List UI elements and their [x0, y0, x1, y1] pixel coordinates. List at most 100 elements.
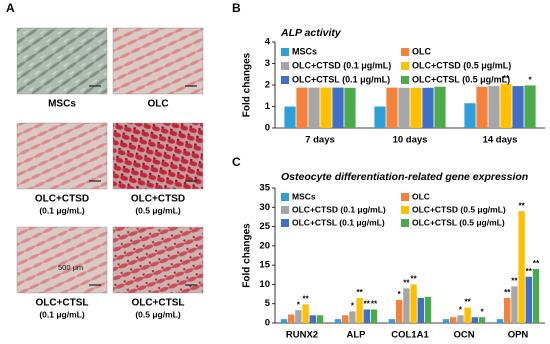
x-tick-label: 10 days — [393, 135, 428, 146]
legend-swatch — [401, 206, 409, 214]
bar — [296, 87, 308, 128]
scale-bar-label: 500 μm — [58, 263, 83, 272]
legend-label: OLC+CTSD (0.1 μg/mL) — [292, 204, 386, 214]
chart-title: Osteocyte differentiation-related gene e… — [281, 171, 528, 183]
bar — [320, 87, 332, 128]
bar — [488, 86, 500, 128]
legend-swatch — [281, 62, 289, 70]
bar — [424, 296, 432, 323]
significance-mark: * — [351, 302, 355, 311]
y-axis-label: Fold changes — [242, 52, 253, 117]
bar — [309, 315, 316, 323]
bar — [525, 276, 532, 323]
significance-mark: ** — [518, 201, 525, 210]
bar — [457, 315, 464, 323]
significance-mark: ** — [464, 298, 471, 307]
bar — [511, 286, 518, 323]
x-tick-label: OCN — [453, 330, 474, 341]
bar — [500, 83, 512, 128]
significance-mark: * — [528, 76, 532, 85]
image-label: OLC+CTSD — [35, 194, 89, 205]
significance-mark: ** — [526, 267, 533, 276]
panel-label: A — [6, 1, 15, 15]
significance-mark: * — [398, 290, 402, 299]
legend-swatch — [401, 193, 409, 201]
significance-mark: * — [459, 305, 463, 314]
x-tick-label: 7 days — [305, 135, 335, 146]
bar — [403, 288, 410, 323]
significance-mark: * — [297, 300, 301, 309]
y-tick-label: 15 — [259, 260, 270, 271]
bar — [512, 86, 524, 128]
significance-mark: ** — [356, 288, 363, 297]
bar — [308, 87, 320, 128]
bar — [332, 87, 344, 128]
bar — [471, 317, 478, 323]
bar — [386, 87, 398, 128]
chart: B ALP activity Fold changes 0 1 2 3 4 7 days 10 d… — [232, 1, 545, 146]
bar — [434, 86, 446, 128]
image-dose: (0.1 μg/mL) — [39, 205, 85, 215]
bar — [363, 309, 370, 323]
legend-label: OLC — [412, 191, 430, 201]
bar — [450, 317, 457, 323]
legend-swatch — [281, 193, 289, 201]
y-tick-label: 30 — [259, 202, 270, 213]
x-tick-label: COL1A1 — [391, 330, 429, 341]
micrograph — [112, 27, 204, 95]
image-dose: (0.5 μg/mL) — [135, 205, 181, 215]
significance-mark: ** — [364, 300, 371, 309]
legend-swatch — [281, 206, 289, 214]
x-tick-label: RUNX2 — [286, 330, 318, 341]
bar — [504, 297, 511, 323]
legend-label: OLC+CTSL (0.1 μg/mL) — [292, 217, 385, 227]
legend-swatch — [281, 219, 289, 227]
legend-label: OLC+CTSD (0.5 μg/mL) — [412, 204, 506, 214]
bar — [442, 319, 450, 323]
bar — [496, 319, 504, 323]
y-tick-label: 4 — [265, 37, 271, 48]
bar — [295, 310, 302, 323]
bar — [532, 269, 540, 323]
y-tick-label: 3 — [265, 58, 270, 69]
legend-label: MSCs — [292, 46, 317, 56]
legend-swatch — [281, 48, 289, 56]
bar — [422, 87, 434, 128]
bar — [342, 315, 349, 323]
panel-label: C — [232, 155, 241, 169]
image-label: OLC+CTSL — [131, 298, 184, 309]
bar — [410, 284, 417, 323]
bar — [417, 297, 424, 323]
image-label: OLC+CTSD — [131, 194, 185, 205]
significance-mark: ** — [403, 278, 410, 287]
significance-mark: ** — [371, 300, 378, 309]
bar — [284, 106, 296, 128]
bar — [396, 299, 403, 323]
panel-label: B — [232, 1, 241, 15]
bar — [334, 319, 342, 323]
image-dose: (0.5 μg/mL) — [135, 309, 181, 319]
x-tick-label: ALP — [347, 330, 367, 341]
y-axis-label: Fold changes — [242, 223, 253, 288]
y-tick-label: 0 — [265, 318, 270, 329]
significance-mark: ** — [511, 276, 518, 285]
y-tick-label: 25 — [259, 221, 270, 232]
chart: C Osteocyte differentiation-related gene … — [232, 155, 545, 341]
micrograph — [16, 226, 108, 294]
micrograph — [112, 122, 204, 190]
bar — [398, 87, 410, 128]
bar — [370, 309, 378, 323]
legend-label: OLC — [412, 46, 431, 56]
x-tick-label: OPN — [508, 330, 529, 341]
bar — [464, 103, 476, 128]
bar — [356, 297, 363, 323]
significance-mark: ** — [504, 288, 511, 297]
legend-swatch — [401, 62, 409, 70]
legend-label: OLC+CTSL (0.5 μg/mL) — [412, 74, 510, 84]
bar — [349, 311, 356, 323]
significance-mark: ** — [302, 295, 309, 304]
significance-mark: ** — [503, 74, 510, 83]
bar — [524, 85, 536, 128]
bar — [478, 317, 486, 323]
